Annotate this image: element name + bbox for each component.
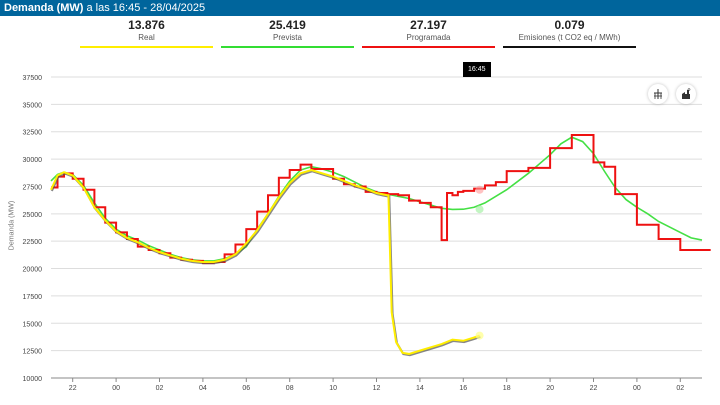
kpi-prevista-color-bar <box>221 46 354 48</box>
x-tick-label: 00 <box>633 385 641 392</box>
factory-icon <box>682 88 691 99</box>
series-programada <box>51 134 711 265</box>
wind-turbine-button[interactable] <box>648 84 668 104</box>
y-tick-label: 32500 <box>23 130 43 137</box>
x-tick-label: 00 <box>112 385 120 392</box>
y-tick-label: 37500 <box>23 75 43 82</box>
y-tick-label: 22500 <box>23 239 43 246</box>
y-tick-label: 20000 <box>23 267 43 274</box>
x-tick-label: 02 <box>156 385 164 392</box>
y-tick-label: 30000 <box>23 157 43 164</box>
kpi-real[interactable]: 13.876 Real <box>80 18 213 48</box>
kpi-programada-label: Programada <box>406 33 451 42</box>
x-tick-label: 04 <box>199 385 207 392</box>
time-tooltip: 16:45 <box>463 62 491 77</box>
x-tick-label: 18 <box>503 385 511 392</box>
y-tick-label: 15000 <box>23 321 43 328</box>
header-title-bold: Demanda (MW) <box>4 2 84 14</box>
y-tick-label: 10000 <box>23 376 43 383</box>
kpi-prevista-label: Prevista <box>273 33 302 42</box>
factory-button[interactable] <box>676 84 696 104</box>
kpi-programada-color-bar <box>362 46 495 48</box>
real-marker <box>475 331 484 340</box>
y-tick-label: 35000 <box>23 102 43 109</box>
prevista-marker <box>475 205 484 214</box>
programada-marker <box>475 185 484 194</box>
x-tick-label: 12 <box>373 385 381 392</box>
x-tick-label: 16 <box>459 385 467 392</box>
kpi-programada[interactable]: 27.197 Programada <box>362 18 495 48</box>
kpi-real-label: Real <box>138 33 155 42</box>
wind-turbine-icon <box>654 89 662 99</box>
series-prevista <box>50 136 703 262</box>
chart-header: Demanda (MW) a las 16:45 - 28/04/2025 <box>0 0 720 16</box>
y-axis-label: Demanda (MW) <box>8 200 16 251</box>
x-tick-label: 22 <box>69 385 77 392</box>
kpi-emisiones[interactable]: 0.079 Emisiones (t CO2 eq / MWh) <box>503 18 636 48</box>
x-tick-label: 14 <box>416 385 424 392</box>
header-title-rest: a las 16:45 - 28/04/2025 <box>83 2 206 14</box>
kpi-emisiones-color-bar <box>503 46 636 48</box>
x-tick-label: 06 <box>242 385 250 392</box>
x-tick-label: 22 <box>590 385 598 392</box>
x-tick-label: 20 <box>546 385 554 392</box>
y-tick-label: 17500 <box>23 294 43 301</box>
real-series-shadow <box>50 170 481 357</box>
kpi-programada-value: 27.197 <box>410 18 447 32</box>
kpi-emisiones-value: 0.079 <box>554 18 585 32</box>
kpi-prevista[interactable]: 25.419 Prevista <box>221 18 354 48</box>
x-tick-label: 02 <box>676 385 684 392</box>
kpi-real-color-bar <box>80 46 213 48</box>
y-tick-label: 12500 <box>23 349 43 356</box>
kpi-bar: 13.876 Real 25.419 Prevista 27.197 Progr… <box>0 18 720 50</box>
series-real <box>50 168 480 355</box>
kpi-real-value: 13.876 <box>128 18 165 32</box>
x-tick-label: 08 <box>286 385 294 392</box>
x-tick-label: 10 <box>329 385 337 392</box>
y-tick-label: 25000 <box>23 212 43 219</box>
y-tick-label: 27500 <box>23 184 43 191</box>
kpi-emisiones-label: Emisiones (t CO2 eq / MWh) <box>518 33 621 42</box>
kpi-prevista-value: 25.419 <box>269 18 306 32</box>
